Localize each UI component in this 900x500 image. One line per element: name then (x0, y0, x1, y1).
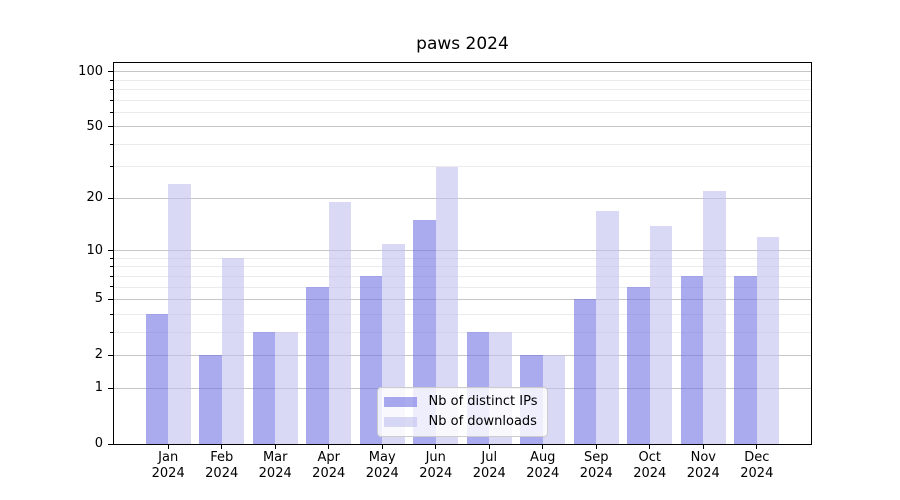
legend-label-nb-of-downloads: Nb of downloads (428, 414, 537, 429)
bar-nb-of-downloads-nov (703, 191, 726, 444)
gridline-major-10 (114, 250, 811, 252)
y-tick-label-2: 2 (94, 347, 103, 363)
gridline-minor-30 (114, 166, 811, 168)
plot-area: Nb of distinct IPs Nb of downloads (113, 62, 812, 445)
bar-nb-of-distinct-ips-dec (734, 276, 757, 444)
gridline-minor-4 (114, 313, 811, 315)
y-tick-mark-50 (108, 126, 113, 128)
gridline-major-20 (114, 197, 811, 199)
y-minor-tick-mark-9 (110, 257, 113, 259)
y-minor-tick-mark-40 (110, 143, 113, 145)
y-tick-mark-100 (108, 71, 113, 73)
x-tick-mark-aug (542, 445, 544, 449)
legend-swatch-nb-of-distinct-ips (383, 397, 417, 407)
y-minor-tick-mark-3 (110, 331, 113, 333)
gridline-minor-8 (114, 266, 811, 268)
y-minor-tick-mark-60 (110, 111, 113, 113)
x-tick-mark-jan (167, 445, 169, 449)
bar-nb-of-downloads-jun (435, 166, 459, 444)
gridline-minor-60 (114, 111, 811, 113)
y-tick-mark-5 (108, 298, 113, 300)
y-tick-label-100: 100 (78, 63, 103, 79)
y-minor-tick-mark-7 (110, 275, 113, 277)
bar-nb-of-distinct-ips-feb (199, 355, 222, 444)
x-tick-mark-nov (702, 445, 704, 449)
gridline-minor-7 (114, 275, 811, 277)
x-tick-label-sep: Sep 2024 (579, 450, 613, 481)
gridline-major-100 (114, 71, 811, 73)
x-tick-label-jun: Jun 2024 (419, 450, 453, 481)
gridline-minor-3 (114, 331, 811, 333)
x-tick-label-aug: Aug 2024 (526, 450, 560, 481)
y-tick-label-20: 20 (86, 190, 103, 206)
x-tick-label-oct: Oct 2024 (633, 450, 667, 481)
y-minor-tick-mark-30 (110, 166, 113, 168)
y-tick-label-50: 50 (86, 118, 103, 134)
y-tick-mark-10 (108, 250, 113, 252)
chart-title: paws 2024 (416, 34, 509, 54)
bar-nb-of-distinct-ips-mar (252, 332, 276, 444)
y-tick-mark-20 (108, 197, 113, 199)
bar-nb-of-downloads-mar (275, 332, 298, 444)
x-tick-mark-may (381, 445, 383, 449)
x-tick-mark-feb (221, 445, 223, 449)
y-minor-tick-mark-80 (110, 88, 113, 90)
y-tick-mark-0 (108, 443, 113, 445)
legend-item-nb-of-distinct-ips: Nb of distinct IPs (383, 394, 538, 410)
y-tick-mark-2 (108, 354, 113, 356)
gridline-minor-9 (114, 257, 811, 259)
y-minor-tick-mark-8 (110, 266, 113, 268)
gridline-minor-70 (114, 99, 811, 101)
x-tick-label-jul: Jul 2024 (472, 450, 506, 481)
y-minor-tick-mark-70 (110, 99, 113, 101)
y-minor-tick-mark-90 (110, 79, 113, 81)
y-tick-label-0: 0 (94, 436, 103, 451)
x-tick-mark-mar (274, 445, 276, 449)
x-tick-label-apr: Apr 2024 (312, 450, 346, 481)
bar-nb-of-downloads-feb (221, 258, 245, 444)
bar-nb-of-downloads-jan (168, 184, 191, 444)
y-tick-label-1: 1 (94, 380, 103, 396)
x-tick-mark-oct (649, 445, 651, 449)
bar-nb-of-downloads-dec (756, 237, 780, 444)
x-tick-label-feb: Feb 2024 (205, 450, 239, 481)
x-tick-mark-apr (328, 445, 330, 449)
gridline-minor-40 (114, 143, 811, 145)
x-tick-mark-sep (595, 445, 597, 449)
x-tick-label-dec: Dec 2024 (740, 450, 774, 481)
bar-nb-of-downloads-apr (328, 202, 352, 444)
legend-item-nb-of-downloads: Nb of downloads (383, 414, 538, 430)
y-minor-tick-mark-4 (110, 313, 113, 315)
x-tick-label-jan: Jan 2024 (151, 450, 185, 481)
gridline-major-2 (114, 354, 811, 356)
y-tick-label-10: 10 (86, 242, 103, 258)
x-tick-mark-jun (435, 445, 437, 449)
legend: Nb of distinct IPs Nb of downloads (376, 387, 549, 437)
x-tick-mark-jul (488, 445, 490, 449)
legend-swatch-nb-of-downloads (383, 417, 417, 427)
bar-nb-of-distinct-ips-jan (145, 314, 169, 444)
gridline-minor-90 (114, 79, 811, 81)
bar-nb-of-downloads-oct (649, 225, 673, 444)
x-tick-label-may: May 2024 (365, 450, 399, 481)
legend-label-nb-of-distinct-ips: Nb of distinct IPs (428, 394, 538, 409)
gridline-minor-80 (114, 88, 811, 90)
x-tick-mark-dec (756, 445, 758, 449)
y-minor-tick-mark-6 (110, 286, 113, 288)
bar-nb-of-downloads-sep (596, 210, 619, 444)
y-tick-label-5: 5 (94, 291, 103, 307)
gridline-major-5 (114, 298, 811, 300)
y-tick-mark-1 (108, 387, 113, 389)
bar-nb-of-distinct-ips-oct (627, 287, 650, 444)
gridline-minor-6 (114, 286, 811, 288)
gridline-major-50 (114, 126, 811, 128)
bar-nb-of-distinct-ips-sep (573, 299, 597, 444)
x-tick-label-mar: Mar 2024 (258, 450, 292, 481)
x-tick-label-nov: Nov 2024 (686, 450, 720, 481)
bar-nb-of-distinct-ips-apr (306, 287, 329, 444)
bar-nb-of-distinct-ips-nov (680, 276, 704, 444)
